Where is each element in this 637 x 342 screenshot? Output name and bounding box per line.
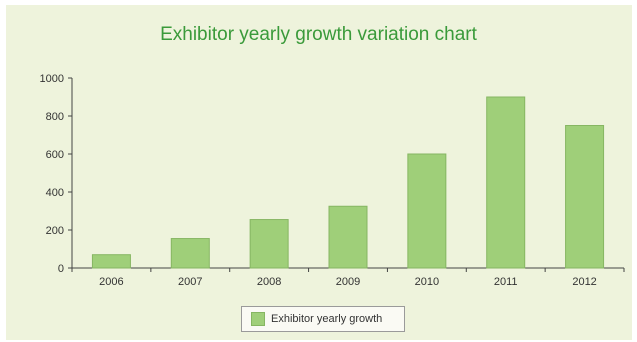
x-tick-label: 2007 (178, 276, 202, 288)
x-tick-label: 2010 (415, 276, 439, 288)
bar-2011 (486, 96, 526, 269)
bar-2006 (91, 254, 131, 269)
bar-2012 (565, 125, 605, 269)
bar-2008 (249, 219, 289, 269)
x-tick-label: 2008 (257, 276, 281, 288)
bar-2007 (170, 238, 210, 269)
legend-label: Exhibitor yearly growth (271, 313, 383, 325)
legend: Exhibitor yearly growth (241, 306, 405, 332)
chart-title: Exhibitor yearly growth variation chart (160, 24, 477, 45)
y-tick-label: 400 (46, 187, 64, 199)
y-tick-label: 800 (46, 111, 64, 123)
y-tick-label: 0 (58, 263, 64, 275)
bar-2010 (407, 153, 447, 269)
x-tick-label: 2012 (572, 276, 596, 288)
y-tick-label: 1000 (40, 73, 64, 85)
x-tick-label: 2009 (336, 276, 360, 288)
chart-background (6, 5, 632, 340)
bar-2009 (328, 205, 368, 269)
x-tick-label: 2011 (494, 276, 518, 288)
x-tick-label: 2006 (99, 276, 123, 288)
y-tick-label: 200 (46, 225, 64, 237)
y-tick-label: 600 (46, 149, 64, 161)
legend-swatch (251, 312, 265, 326)
